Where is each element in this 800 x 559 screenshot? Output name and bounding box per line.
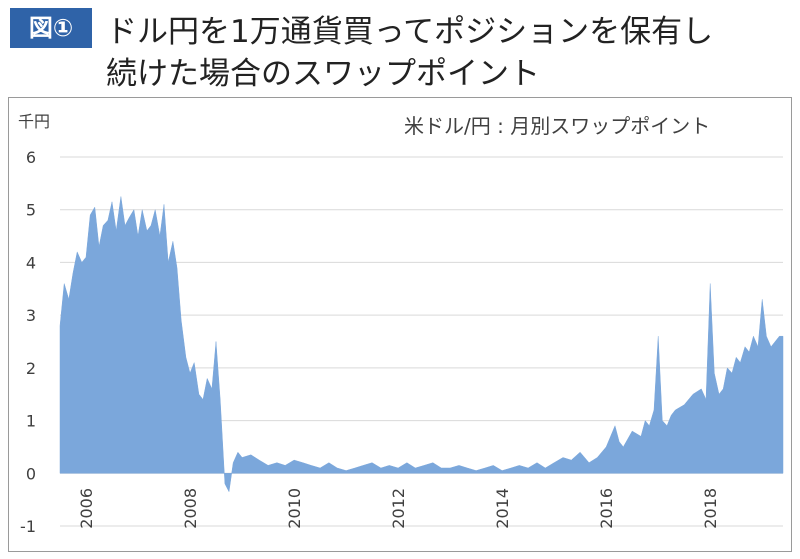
x-tick-label: 2010 xyxy=(285,488,304,529)
y-tick-label: 3 xyxy=(26,306,36,325)
x-tick-label: 2014 xyxy=(493,488,512,529)
y-tick-label: 4 xyxy=(26,253,36,272)
y-tick-label: -1 xyxy=(20,517,36,536)
x-tick-label: 2008 xyxy=(181,488,200,529)
header: 図① ドル円を1万通貨買ってポジションを保有し 続けた場合のスワップポイント xyxy=(0,0,800,95)
figure-badge: 図① xyxy=(10,8,92,48)
chart-title: 米ドル/円 : 月別スワップポイント xyxy=(404,114,710,138)
y-tick-label: 2 xyxy=(26,359,36,378)
swap-area-series xyxy=(59,196,784,493)
page-title-line1: ドル円を1万通貨買ってポジションを保有し xyxy=(106,14,714,50)
y-tick-label: 1 xyxy=(26,412,36,431)
x-tick-label: 2018 xyxy=(701,488,720,529)
y-tick-label: 0 xyxy=(26,464,36,483)
y-axis-unit: 千円 xyxy=(18,112,50,131)
page-title-line2: 続けた場合のスワップポイント xyxy=(106,56,540,92)
x-tick-label: 2006 xyxy=(77,488,96,529)
x-tick-label: 2012 xyxy=(389,488,408,529)
y-axis-ticks: 6 5 4 3 2 1 0 -1 xyxy=(20,148,36,536)
x-axis-ticks: 2006 2008 2010 2012 2014 2016 2018 xyxy=(77,488,720,529)
x-tick-label: 2016 xyxy=(597,488,616,529)
y-tick-label: 6 xyxy=(26,148,36,167)
y-tick-label: 5 xyxy=(26,201,36,220)
